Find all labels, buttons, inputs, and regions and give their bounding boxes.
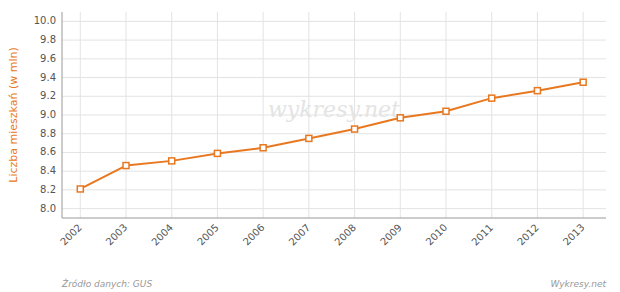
x-tick-label: 2006 xyxy=(241,222,267,248)
grid-line-x xyxy=(263,12,264,218)
marker xyxy=(489,95,495,101)
chart: wykresy.net 8.0 8.2 8.4 8.6 8.8 9.0 9.2 9.4 9.6 9.… xyxy=(0,0,620,292)
x-axis-line xyxy=(62,218,606,219)
grid-line-x xyxy=(308,12,309,218)
grid-line-y xyxy=(62,77,606,78)
y-tick-label: 8.6 xyxy=(40,146,56,157)
grid-line-y xyxy=(62,58,606,59)
x-tick-label: 2003 xyxy=(104,222,130,248)
marker xyxy=(77,186,83,192)
y-tick-label: 10.0 xyxy=(34,15,56,26)
marker xyxy=(214,150,220,156)
y-tick-label: 9.4 xyxy=(40,72,56,83)
grid-line-x xyxy=(537,12,538,218)
x-tick-label: 2009 xyxy=(378,222,404,248)
background xyxy=(0,0,620,292)
y-axis-label: Liczba mieszkań (w mln) xyxy=(7,47,20,182)
grid-line-x xyxy=(583,12,584,218)
grid-line-y xyxy=(62,96,606,97)
x-tick-label: 2004 xyxy=(149,222,175,248)
marker xyxy=(260,145,266,151)
y-axis-line xyxy=(62,12,63,218)
marker xyxy=(123,163,129,169)
grid-line-y xyxy=(62,115,606,116)
x-tick-label: 2007 xyxy=(287,222,313,248)
axes: 8.0 8.2 8.4 8.6 8.8 9.0 9.2 9.4 9.6 9.8 10.0 2002 20… xyxy=(34,12,606,248)
footer-text: Wykresy.net xyxy=(550,279,606,289)
grid-line-y xyxy=(62,208,606,209)
grid-line-x xyxy=(126,12,127,218)
x-tick-label: 2012 xyxy=(515,222,541,248)
y-tick-label: 8.2 xyxy=(40,184,56,195)
marker xyxy=(169,158,175,164)
grid-line-y xyxy=(62,171,606,172)
grid-line-y xyxy=(62,152,606,153)
marker xyxy=(580,79,586,85)
line xyxy=(80,82,583,189)
marker xyxy=(306,135,312,141)
grid-line-x xyxy=(354,12,355,218)
watermark: wykresy.net xyxy=(268,97,400,122)
x-tick-label: 2002 xyxy=(58,222,84,248)
marker xyxy=(352,126,358,132)
y-tick-label: 9.2 xyxy=(40,90,56,101)
y-tick-label: 9.0 xyxy=(40,109,56,120)
marker xyxy=(534,88,540,94)
grid-line-x xyxy=(171,12,172,218)
x-tick-label: 2005 xyxy=(195,222,221,248)
grid-line-x xyxy=(491,12,492,218)
plot-area xyxy=(77,79,586,192)
x-tick-label: 2011 xyxy=(469,222,495,248)
y-tick-label: 8.4 xyxy=(40,165,56,176)
grid-line-y xyxy=(62,189,606,190)
x-tick-label: 2013 xyxy=(561,222,587,248)
grid-line-y xyxy=(62,40,606,41)
y-tick-label: 9.6 xyxy=(40,53,56,64)
marker xyxy=(443,108,449,114)
y-tick-label: 8.8 xyxy=(40,128,56,139)
marker xyxy=(397,115,403,121)
source-text: Źródło danych: GUS xyxy=(61,278,152,289)
grid xyxy=(62,12,606,218)
x-tick-label: 2008 xyxy=(332,222,358,248)
y-tick-label: 9.8 xyxy=(40,34,56,45)
grid-line-y xyxy=(62,21,606,22)
y-tick-label: 8.0 xyxy=(40,203,56,214)
grid-line-x xyxy=(217,12,218,218)
x-tick-label: 2010 xyxy=(424,222,450,248)
